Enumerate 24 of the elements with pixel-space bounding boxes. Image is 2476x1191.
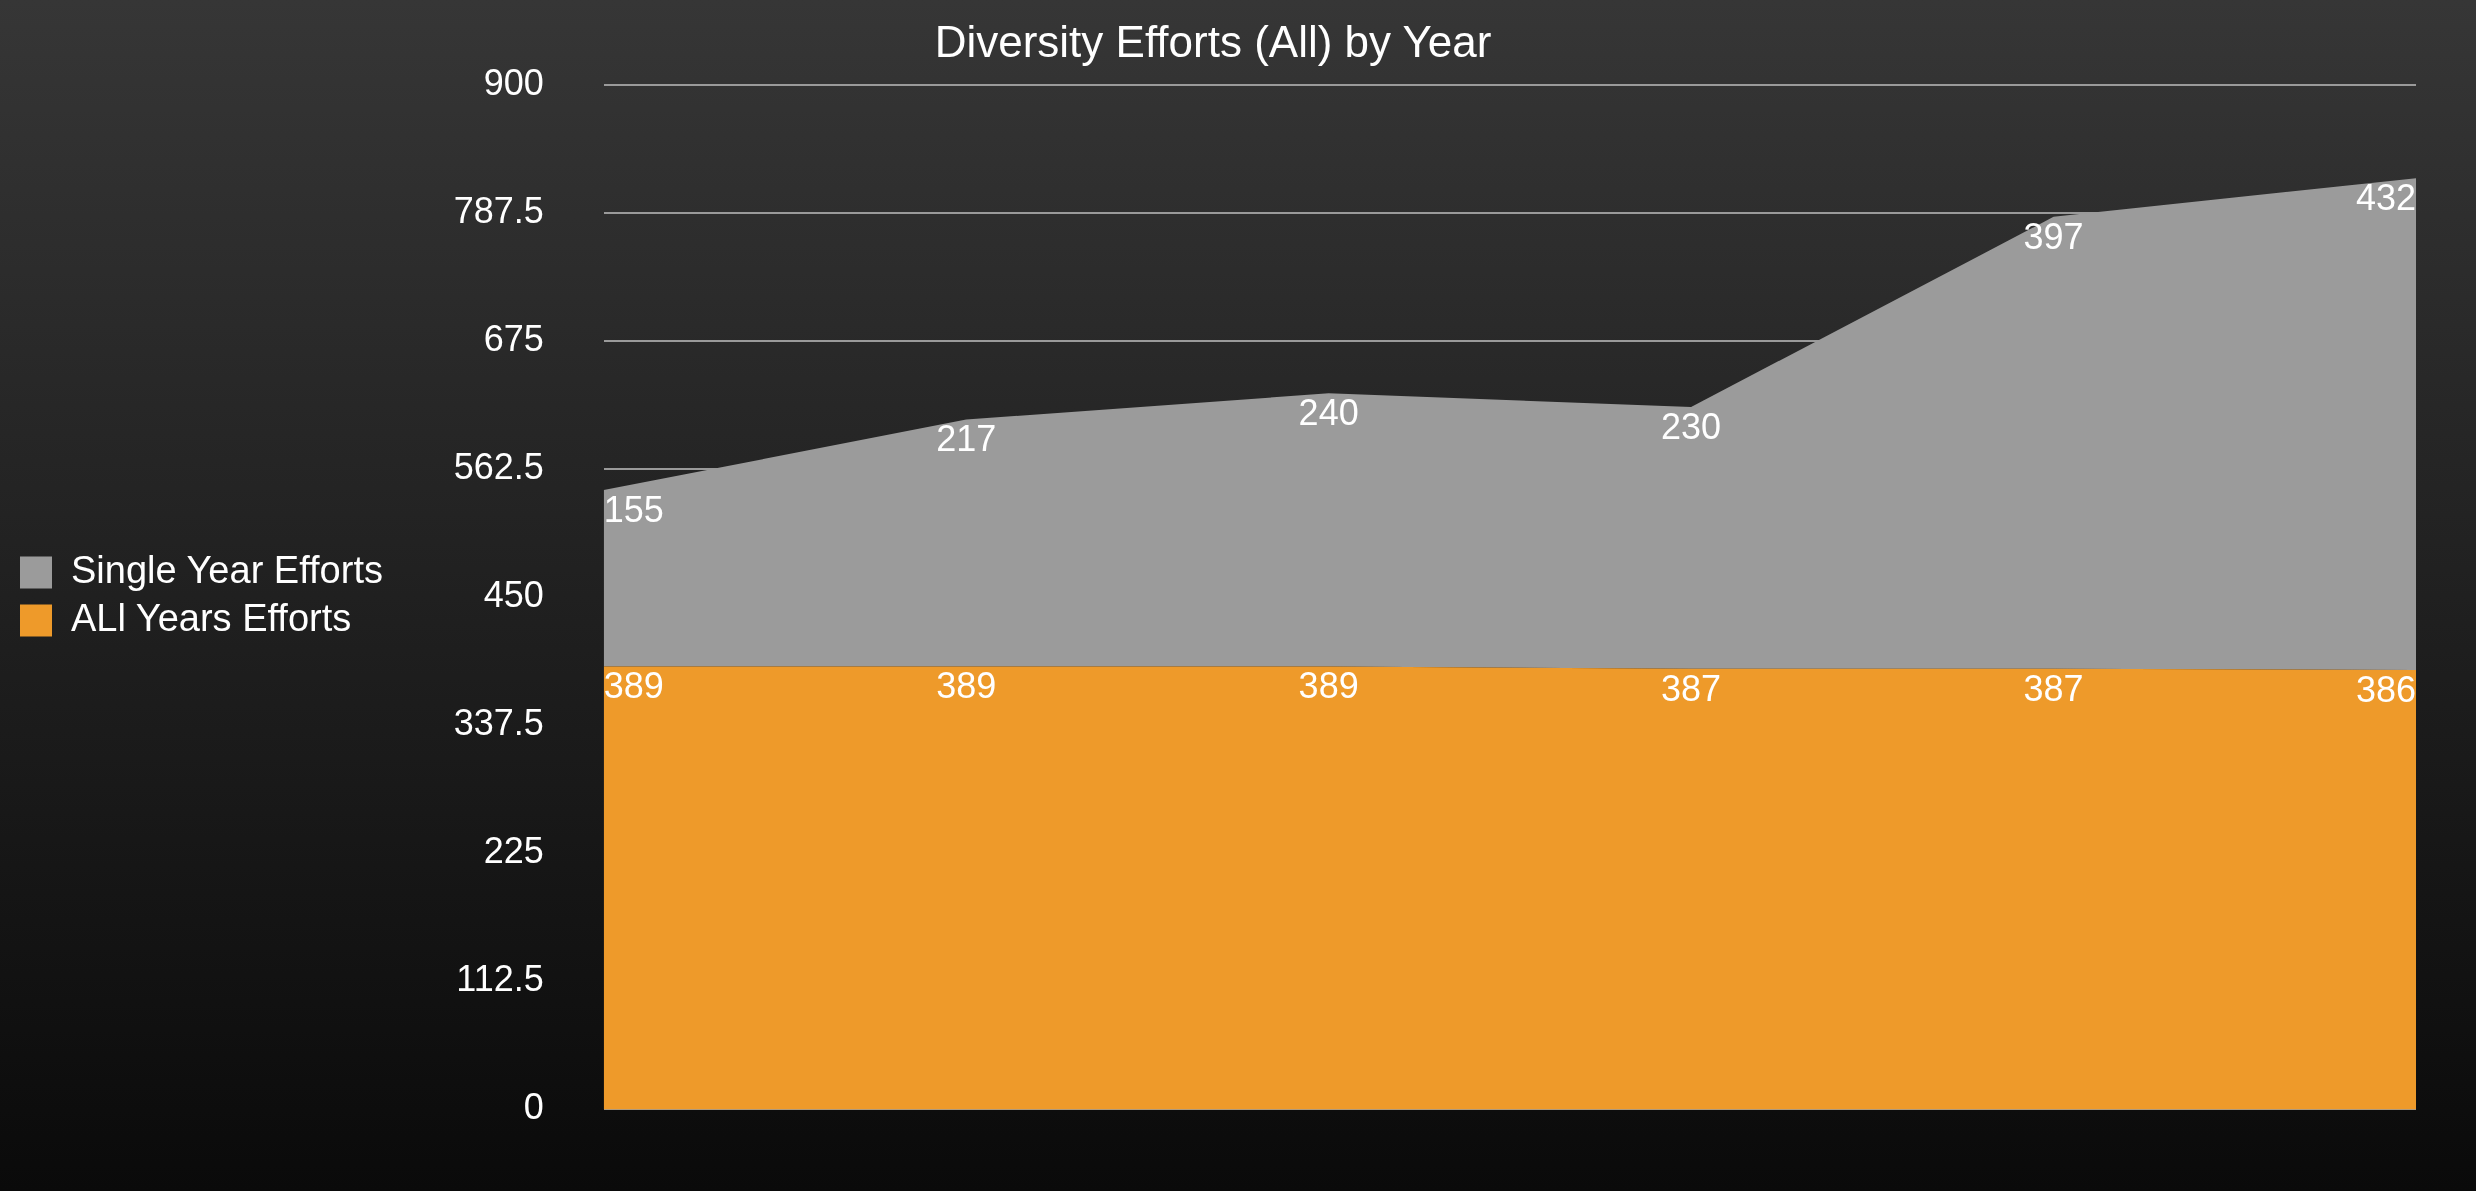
- y-tick-label: 675: [483, 317, 544, 359]
- data-label: 389: [936, 665, 997, 707]
- y-tick-label: 225: [483, 830, 544, 872]
- y-tick-label: 112.5: [456, 958, 544, 1000]
- data-label: 389: [1298, 665, 1359, 707]
- legend-label: ALl Years Efforts: [71, 596, 352, 639]
- data-label: 387: [1661, 667, 1722, 709]
- data-label: 217: [936, 418, 997, 460]
- y-tick-label: 562.5: [453, 445, 544, 487]
- data-label: 432: [2355, 177, 2417, 219]
- chart-title: Diversity Efforts (All) by Year: [934, 16, 1492, 66]
- legend-label: Single Year Efforts: [71, 548, 383, 591]
- data-label: 387: [2023, 667, 2084, 709]
- data-label: 397: [2023, 215, 2084, 257]
- data-label: 155: [603, 489, 664, 531]
- data-label: 240: [1298, 392, 1359, 434]
- y-tick-label: 900: [483, 61, 544, 103]
- data-label: 230: [1661, 405, 1722, 447]
- data-label: 386: [2355, 668, 2417, 710]
- y-tick-label: 0: [523, 1086, 544, 1128]
- y-tick-label: 337.5: [453, 702, 544, 744]
- y-tick-label: 450: [483, 574, 544, 616]
- data-label: 389: [603, 665, 664, 707]
- y-tick-label: 787.5: [453, 189, 544, 231]
